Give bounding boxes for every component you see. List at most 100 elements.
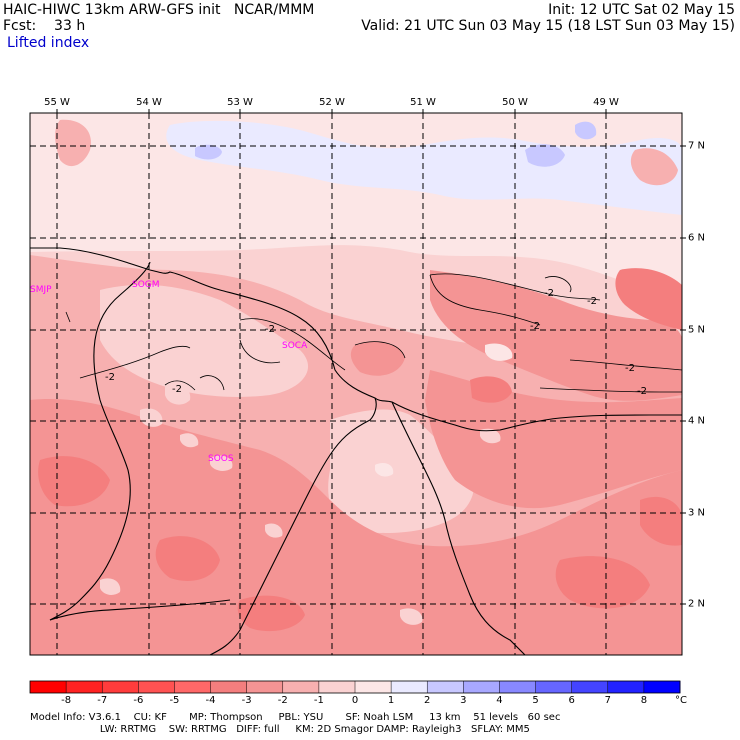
border-fr-guiana-brazil bbox=[391, 401, 526, 655]
colorbar-label: 5 bbox=[532, 695, 539, 706]
dark-region bbox=[615, 268, 682, 330]
contour-label: -2 bbox=[105, 372, 115, 383]
pink-patch bbox=[55, 119, 91, 167]
light-island bbox=[265, 523, 283, 538]
colorbar-swatch bbox=[102, 681, 139, 693]
dark-blotch bbox=[38, 456, 110, 507]
colorbar-swatch bbox=[535, 681, 573, 693]
lat-label-7n: 7 N bbox=[688, 140, 706, 152]
pink-patch bbox=[630, 148, 678, 186]
lon-label-52w: 52 W bbox=[319, 97, 345, 108]
blue-patch bbox=[525, 144, 565, 167]
contour-line bbox=[569, 359, 682, 371]
colorbar-label: -1 bbox=[313, 695, 324, 706]
colorbar-swatch bbox=[66, 681, 103, 693]
lon-label-51w: 51 W bbox=[410, 97, 436, 108]
dark-blotch bbox=[555, 556, 650, 609]
valid-time: Valid: 21 UTC Sun 03 May 15 (18 LST Sun … bbox=[361, 18, 735, 34]
colorbar-label: -7 bbox=[97, 695, 108, 706]
colorbar-swatch bbox=[174, 681, 212, 693]
contour-line bbox=[429, 274, 541, 326]
dark-blotch bbox=[155, 536, 220, 581]
colorbar-swatch bbox=[355, 681, 392, 693]
contour-line bbox=[539, 387, 682, 393]
light-island bbox=[210, 455, 233, 471]
colorbar-swatch bbox=[427, 681, 464, 693]
station-sogm: SOGM bbox=[132, 280, 160, 290]
colorbar-swatch bbox=[282, 681, 320, 693]
model-info-line1: Model Info: V3.6.1 CU: KF MP: Thompson P… bbox=[30, 712, 561, 723]
dark-region bbox=[425, 370, 682, 509]
colorbar-label: 1 bbox=[387, 695, 395, 706]
light-island bbox=[100, 578, 121, 595]
contour-line bbox=[544, 276, 572, 293]
colorbar-label: 7 bbox=[604, 695, 611, 706]
colorbar bbox=[30, 681, 681, 693]
dark-region bbox=[430, 270, 682, 401]
colorbar-label: -8 bbox=[61, 695, 72, 706]
contour-line bbox=[354, 341, 406, 359]
init-time: Init: 12 UTC Sat 02 May 15 bbox=[548, 2, 735, 18]
lat-label-2n: 2 N bbox=[688, 598, 706, 610]
colorbar-label: -2 bbox=[277, 695, 288, 706]
lat-label-5n: 5 N bbox=[688, 324, 706, 336]
station-soos: SOOS bbox=[208, 454, 234, 464]
light-island bbox=[480, 428, 501, 444]
colorbar-label: -5 bbox=[169, 695, 180, 706]
contour-label: -2 bbox=[637, 386, 647, 397]
forecast-hour: Fcst: 33 h bbox=[3, 18, 86, 34]
blue-patch bbox=[166, 120, 682, 215]
map-frame bbox=[29, 112, 683, 656]
contour-line bbox=[164, 380, 196, 391]
colorbar-swatch bbox=[246, 681, 284, 693]
light-island bbox=[485, 343, 513, 361]
station-soca: SOCA bbox=[282, 341, 308, 351]
colorbar-label: -4 bbox=[205, 695, 216, 706]
station-smjp: SMJP bbox=[30, 285, 52, 295]
dark-blotch bbox=[640, 496, 682, 546]
lon-label-55w: 55 W bbox=[44, 97, 70, 108]
light-island bbox=[375, 463, 394, 477]
model-info-line2: LW: RRTMG SW: RRTMG DIFF: full KM: 2D Sm… bbox=[30, 724, 530, 735]
contour-line bbox=[79, 345, 191, 379]
colorbar-swatch bbox=[391, 681, 428, 693]
light-pocket bbox=[100, 284, 309, 397]
colorbar-swatch bbox=[138, 681, 175, 693]
border-south bbox=[49, 599, 231, 621]
lat-label-6n: 6 N bbox=[688, 232, 706, 244]
colorbar-frame bbox=[29, 680, 681, 694]
contour-label: -2 bbox=[265, 324, 275, 335]
dark-blotch bbox=[350, 341, 405, 376]
contour-label: -2 bbox=[544, 288, 554, 299]
colorbar-label: -3 bbox=[241, 695, 252, 706]
contour-line bbox=[429, 273, 601, 301]
colorbar-label: 0 bbox=[351, 695, 359, 706]
lon-label-53w: 53 W bbox=[227, 97, 253, 108]
border-guyana-suriname bbox=[49, 261, 151, 621]
contour-label: -2 bbox=[625, 363, 635, 374]
contour-line bbox=[65, 311, 71, 323]
border-suriname-fr-guiana bbox=[209, 397, 377, 655]
colorbar-swatch bbox=[463, 681, 500, 693]
contour-label: -2 bbox=[530, 321, 540, 332]
field-name: Lifted index bbox=[7, 35, 90, 51]
colorbar-label: 6 bbox=[568, 695, 575, 706]
colorbar-label: 8 bbox=[640, 695, 648, 706]
light-island bbox=[140, 408, 163, 427]
lat-label-3n: 3 N bbox=[688, 507, 706, 519]
light-island bbox=[200, 375, 223, 394]
contour-line bbox=[239, 339, 281, 364]
colorbar-swatch bbox=[571, 681, 609, 693]
lon-label-49w: 49 W bbox=[593, 97, 619, 108]
blue-patch bbox=[195, 144, 222, 160]
blue-patch bbox=[575, 121, 597, 140]
colorbar-label: 2 bbox=[424, 695, 431, 706]
colorbar-unit: °C bbox=[675, 695, 687, 706]
light-island bbox=[180, 433, 199, 448]
colorbar-swatch bbox=[499, 681, 537, 693]
colorbar-label: 4 bbox=[496, 695, 503, 706]
light-island bbox=[165, 383, 191, 405]
lon-label-50w: 50 W bbox=[502, 97, 528, 108]
colorbar-swatch bbox=[607, 681, 645, 693]
colorbar-label: 3 bbox=[460, 695, 467, 706]
